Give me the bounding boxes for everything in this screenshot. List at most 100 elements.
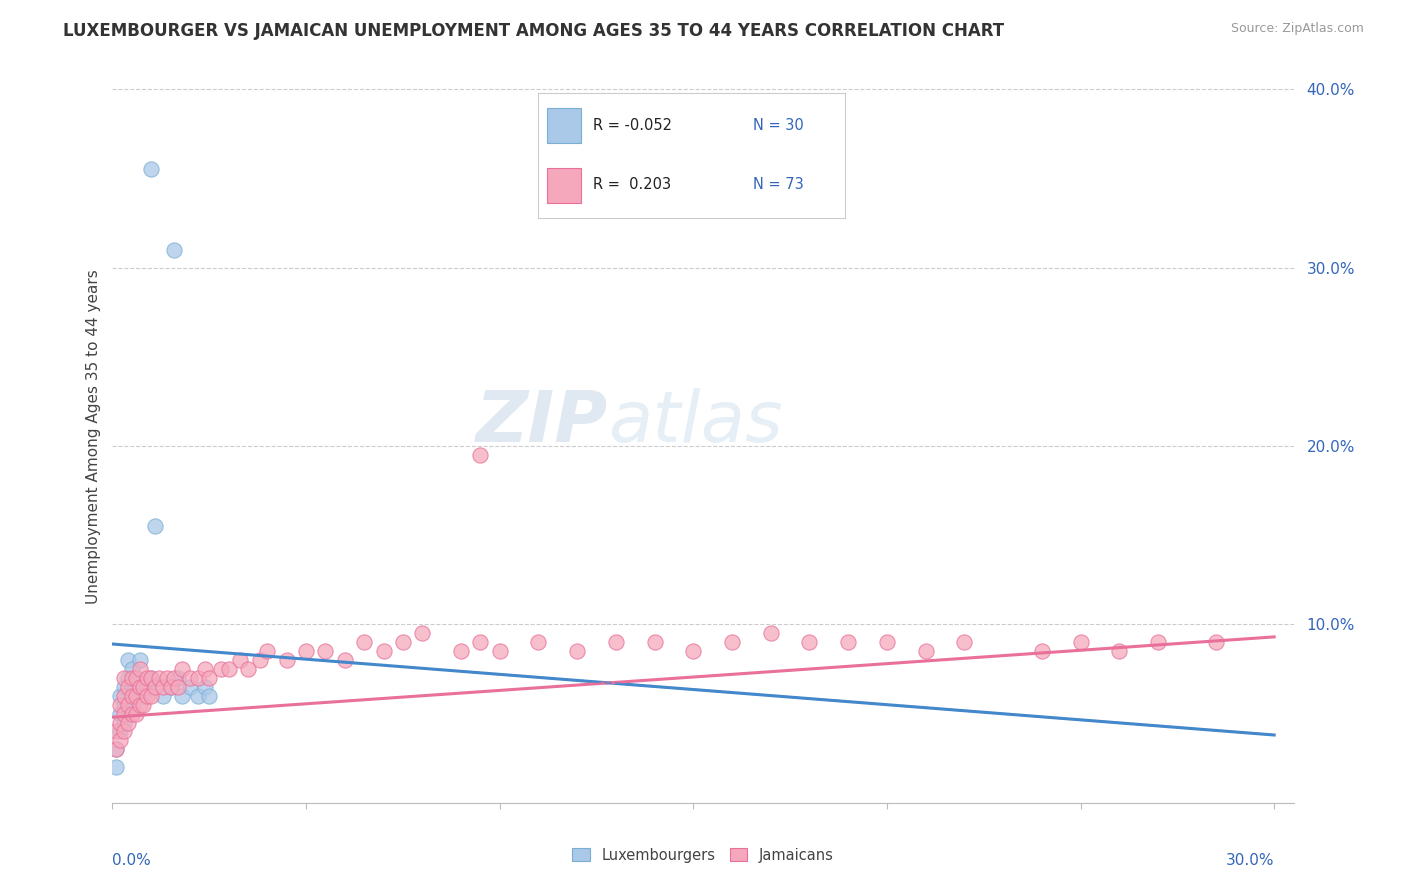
Point <box>1147 635 1170 649</box>
Point <box>1108 644 1130 658</box>
Point <box>198 689 221 703</box>
Point <box>172 689 194 703</box>
Point <box>110 715 132 730</box>
Point <box>117 653 139 667</box>
Point <box>721 635 744 649</box>
Point <box>156 671 179 685</box>
Point <box>105 742 128 756</box>
Point <box>143 680 166 694</box>
Point <box>488 644 510 658</box>
Point <box>187 671 209 685</box>
Point <box>125 671 148 685</box>
Point <box>644 635 666 649</box>
Point <box>132 698 155 712</box>
Point <box>194 680 217 694</box>
Point <box>209 662 232 676</box>
Point <box>256 644 278 658</box>
Point <box>163 243 186 257</box>
Point <box>373 644 395 658</box>
Point <box>136 671 159 685</box>
Point <box>759 626 782 640</box>
Point <box>470 635 492 649</box>
Point <box>229 653 252 667</box>
Point <box>128 698 150 712</box>
Point <box>914 644 936 658</box>
Point <box>121 671 143 685</box>
Point <box>876 635 898 649</box>
Point <box>249 653 271 667</box>
Point <box>128 653 150 667</box>
Point <box>194 662 217 676</box>
Point <box>121 680 143 694</box>
Point <box>117 715 139 730</box>
Text: LUXEMBOURGER VS JAMAICAN UNEMPLOYMENT AMONG AGES 35 TO 44 YEARS CORRELATION CHAR: LUXEMBOURGER VS JAMAICAN UNEMPLOYMENT AM… <box>63 22 1004 40</box>
Point <box>179 680 201 694</box>
Y-axis label: Unemployment Among Ages 35 to 44 years: Unemployment Among Ages 35 to 44 years <box>86 269 101 605</box>
Text: 0.0%: 0.0% <box>112 853 152 868</box>
Point <box>110 689 132 703</box>
Point <box>141 689 163 703</box>
Point <box>953 635 976 649</box>
Point <box>110 706 132 721</box>
Point <box>1031 644 1053 658</box>
Point <box>136 689 159 703</box>
Legend: Luxembourgers, Jamaicans: Luxembourgers, Jamaicans <box>567 842 839 869</box>
Point <box>110 733 132 747</box>
Point <box>159 680 181 694</box>
Point <box>128 680 150 694</box>
Point <box>121 662 143 676</box>
Point <box>110 724 132 739</box>
Point <box>179 671 201 685</box>
Point <box>411 626 433 640</box>
Point <box>105 742 128 756</box>
Point <box>470 448 492 462</box>
Point <box>125 689 148 703</box>
Point <box>218 662 240 676</box>
Point <box>565 644 588 658</box>
Point <box>837 635 859 649</box>
Point <box>141 162 163 177</box>
Point <box>152 680 174 694</box>
Point <box>799 635 821 649</box>
Point <box>148 671 170 685</box>
Text: 30.0%: 30.0% <box>1226 853 1274 868</box>
Point <box>141 671 163 685</box>
Point <box>143 519 166 533</box>
Point <box>112 671 135 685</box>
Point <box>167 671 190 685</box>
Point <box>117 698 139 712</box>
Text: atlas: atlas <box>609 388 783 457</box>
Point <box>112 706 135 721</box>
Point <box>450 644 472 658</box>
Point <box>117 680 139 694</box>
Point <box>159 680 181 694</box>
Point <box>353 635 375 649</box>
Point <box>125 706 148 721</box>
Point <box>112 680 135 694</box>
Point <box>314 644 336 658</box>
Point <box>112 698 135 712</box>
Point <box>105 760 128 774</box>
Point <box>163 671 186 685</box>
Point <box>121 706 143 721</box>
Point <box>527 635 550 649</box>
Point <box>1205 635 1227 649</box>
Point <box>682 644 704 658</box>
Point <box>128 662 150 676</box>
Point <box>605 635 627 649</box>
Point <box>110 698 132 712</box>
Point <box>112 715 135 730</box>
Point <box>276 653 298 667</box>
Text: Source: ZipAtlas.com: Source: ZipAtlas.com <box>1230 22 1364 36</box>
Point <box>112 724 135 739</box>
Point <box>125 671 148 685</box>
Point <box>132 689 155 703</box>
Point <box>121 689 143 703</box>
Point <box>167 680 190 694</box>
Point <box>172 662 194 676</box>
Point <box>152 689 174 703</box>
Point <box>105 724 128 739</box>
Point <box>141 671 163 685</box>
Point <box>1070 635 1092 649</box>
Text: ZIP: ZIP <box>477 388 609 457</box>
